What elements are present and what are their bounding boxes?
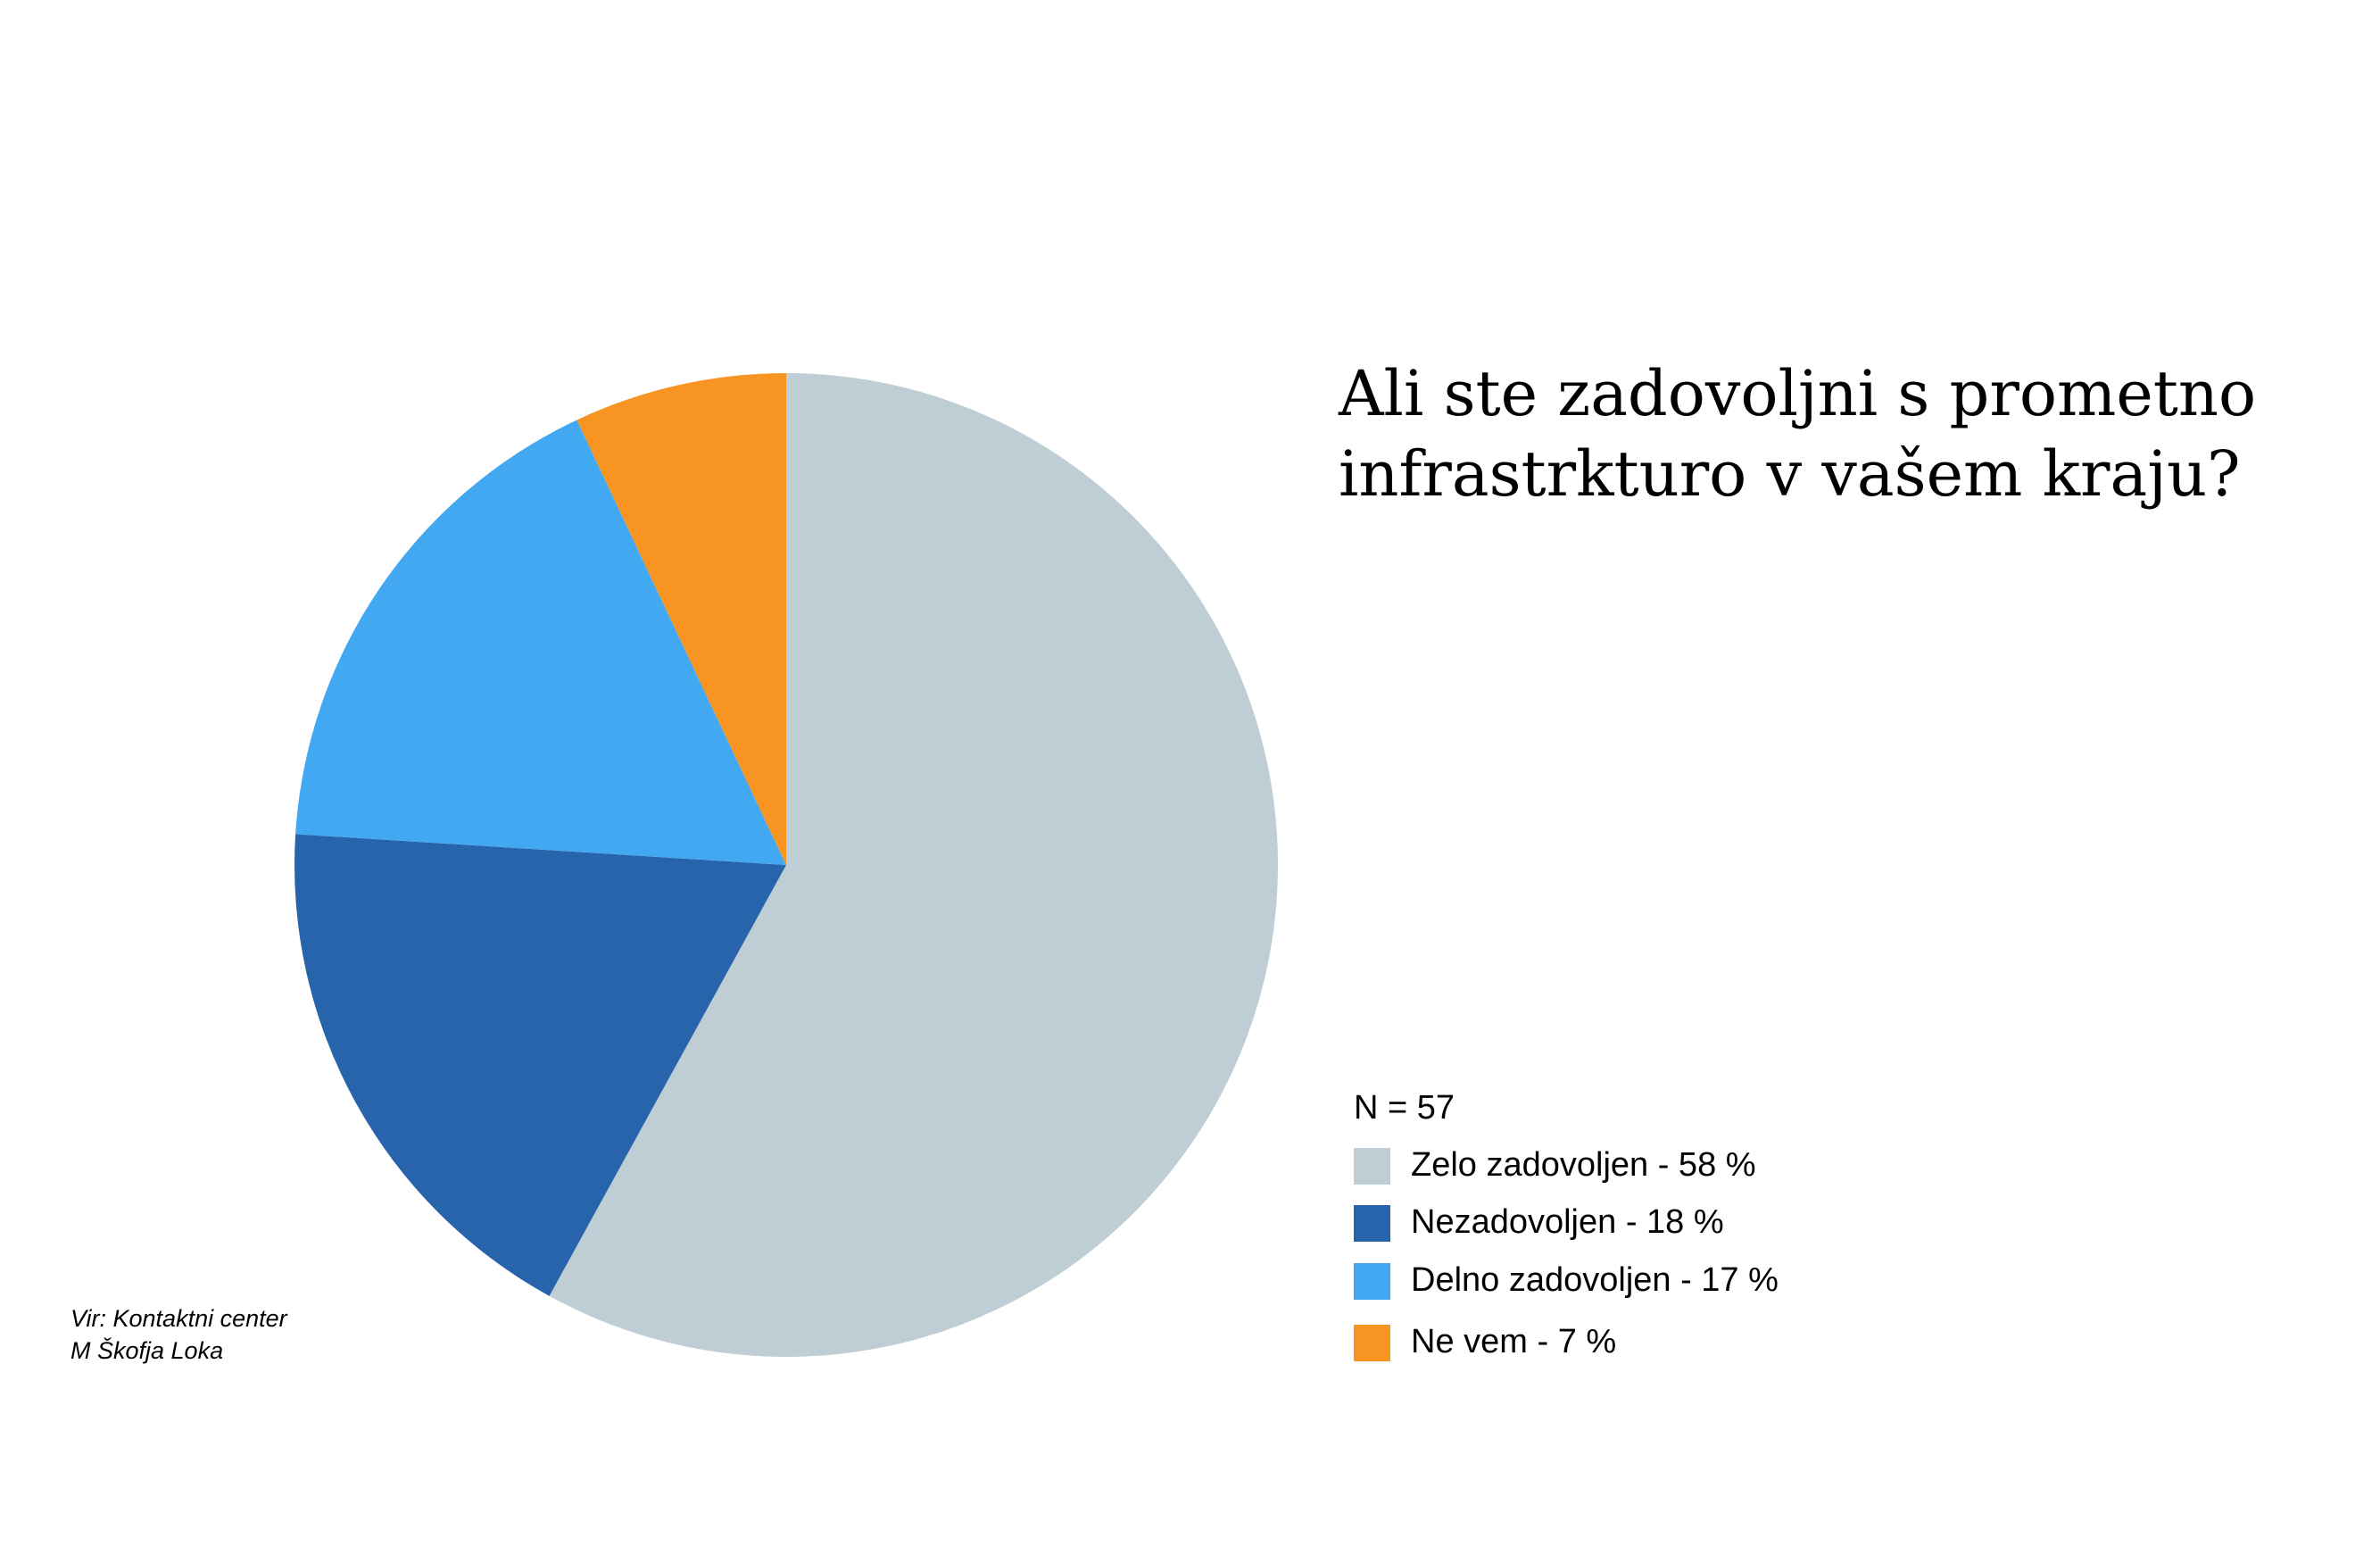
sample-size: N = 57 xyxy=(1354,1089,1455,1127)
pie-slice xyxy=(576,373,786,865)
pie-slice xyxy=(549,373,1279,1357)
legend-swatch xyxy=(1354,1205,1390,1242)
legend-swatch xyxy=(1354,1148,1390,1185)
legend-label: Zelo zadovoljen - 58 % xyxy=(1411,1146,1756,1184)
legend-swatch xyxy=(1354,1325,1390,1361)
chart-title: infrastrkturo v vašem kraju? xyxy=(1339,437,2241,511)
pie-slice xyxy=(295,420,786,865)
legend-swatch xyxy=(1354,1263,1390,1300)
pie-slice xyxy=(294,834,786,1296)
legend-label: Ne vem - 7 % xyxy=(1411,1323,1616,1360)
chart-title: Ali ste zadovoljni s prometno xyxy=(1338,357,2256,430)
legend-label: Nezadovoljen - 18 % xyxy=(1411,1203,1724,1241)
legend-label: Delno zadovoljen - 17 % xyxy=(1411,1261,1779,1299)
source: M Škofja Loka xyxy=(70,1336,223,1364)
source: Vir: Kontaktni center xyxy=(70,1305,288,1332)
